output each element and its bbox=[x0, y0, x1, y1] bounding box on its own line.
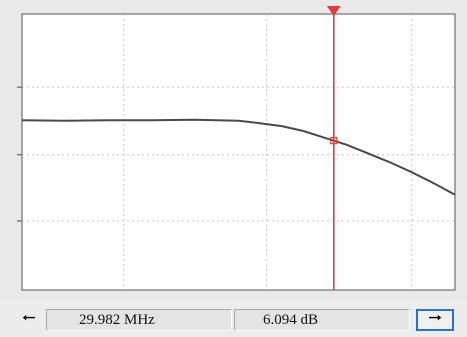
plot-area bbox=[21, 13, 456, 291]
marker-point bbox=[330, 137, 338, 145]
marker-cursor-handle-icon[interactable] bbox=[326, 6, 341, 16]
arrow-right-icon[interactable]: 🠂 bbox=[416, 308, 454, 331]
frequency-readout: 29.982 MHz bbox=[46, 309, 232, 331]
plot-panel[interactable] bbox=[0, 0, 467, 300]
frequency-response-plot[interactable] bbox=[0, 0, 467, 300]
status-bar: 🠀 29.982 MHz 6.094 dB 🠂 bbox=[0, 300, 467, 337]
grid-lines bbox=[22, 14, 455, 290]
response-trace bbox=[21, 118, 456, 196]
axis-ticks bbox=[17, 86, 22, 222]
gain-readout: 6.094 dB bbox=[234, 309, 410, 331]
arrow-left-icon[interactable]: 🠀 bbox=[14, 308, 44, 331]
